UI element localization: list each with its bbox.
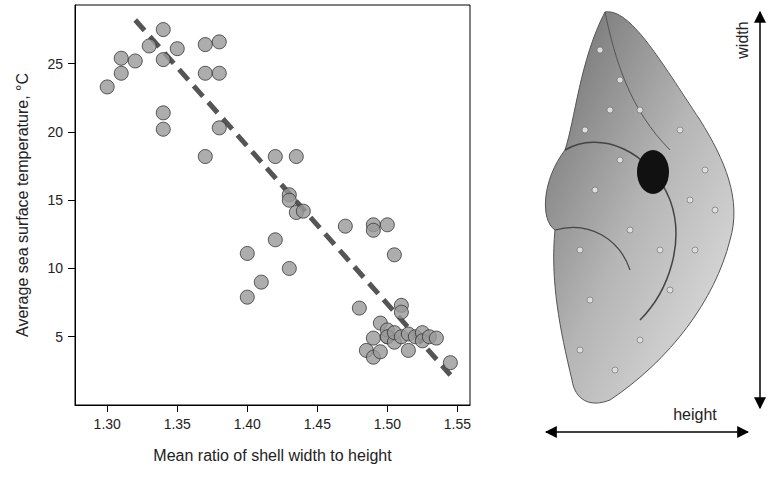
svg-text:Mean ratio of shell width to h: Mean ratio of shell width to height	[153, 447, 392, 464]
svg-text:Average sea surface temperatur: Average sea surface temperature, °C	[14, 73, 31, 337]
svg-text:20: 20	[47, 124, 63, 140]
svg-text:height: height	[673, 406, 717, 423]
svg-text:15: 15	[47, 192, 63, 208]
svg-text:10: 10	[47, 260, 63, 276]
svg-text:1.30: 1.30	[94, 416, 121, 432]
svg-text:width: width	[734, 21, 751, 59]
svg-text:1.45: 1.45	[304, 416, 331, 432]
svg-text:1.50: 1.50	[374, 416, 401, 432]
svg-text:1.55: 1.55	[444, 416, 471, 432]
svg-text:25: 25	[47, 56, 63, 72]
svg-text:1.35: 1.35	[164, 416, 191, 432]
svg-text:5: 5	[55, 329, 63, 345]
svg-text:1.40: 1.40	[234, 416, 261, 432]
